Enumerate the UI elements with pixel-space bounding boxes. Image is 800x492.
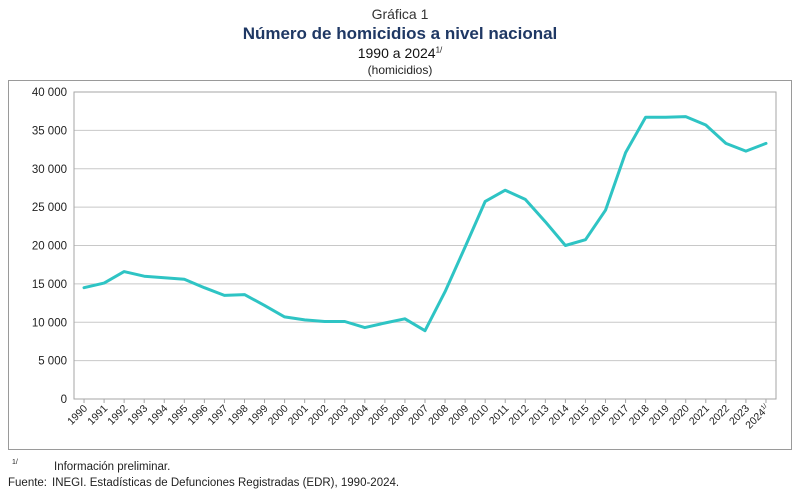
line-chart: 0 5 000 10 000 15 000 20 000 25 000 30 000 35 0…	[32, 87, 777, 431]
source-text: INEGI. Estadísticas de Defunciones Regis…	[52, 477, 400, 489]
chart-unit: (homicidios)	[367, 63, 433, 77]
x-tick-label: 1997	[206, 403, 231, 428]
x-tick-label: 1993	[125, 403, 150, 428]
y-tick-label: 5 000	[38, 356, 67, 368]
x-tick-label: 1995	[165, 403, 190, 428]
x-tick-label: 2016	[587, 403, 612, 428]
x-tick-label: 1992	[105, 403, 130, 428]
y-tick-label: 30 000	[32, 164, 67, 176]
series-line	[82, 115, 768, 333]
x-tick-label: 2014	[547, 403, 572, 428]
x-tick-label: 2005	[366, 403, 391, 428]
y-tick-label: 40 000	[32, 87, 67, 99]
chart-subtitle: 1990 a 20241/	[0, 45, 800, 61]
chart-title: Número de homicidios a nivel nacional	[242, 24, 558, 43]
x-tick-label: 2021	[687, 403, 712, 428]
y-tick-label: 15 000	[32, 279, 67, 291]
year-range: 1990 a 2024	[357, 45, 436, 61]
x-tick-label: 2002	[306, 403, 331, 428]
x-tick-label: 1994	[145, 403, 170, 428]
chart-frame	[8, 80, 792, 450]
x-tick-label: 2010	[466, 403, 491, 428]
x-tick-label: 2015	[567, 403, 592, 428]
y-tick-label: 25 000	[32, 202, 67, 214]
x-tick-label: 2012	[506, 403, 531, 428]
x-tick-label: 2003	[326, 403, 351, 428]
x-tick-label: 1991	[85, 403, 110, 428]
x-tick-label: 2001	[286, 403, 311, 428]
x-tick-label: 1998	[226, 403, 251, 428]
x-tick-footnote-mark: 1/	[760, 402, 769, 411]
x-tick-label: 2018	[627, 403, 652, 428]
footnote-text: Información preliminar.	[54, 461, 171, 473]
x-tick-label: 1999	[246, 403, 271, 428]
x-tick-label: 2013	[526, 403, 551, 428]
y-tick-label: 20 000	[32, 241, 67, 253]
y-tick-label: 0	[61, 394, 67, 406]
x-tick-label: 2008	[426, 403, 451, 428]
y-tick-label: 35 000	[32, 125, 67, 137]
x-tick-label: 2022	[707, 403, 732, 428]
source-label: Fuente:	[8, 477, 47, 489]
x-tick-label: 2017	[607, 403, 632, 428]
x-tick-label: 2000	[266, 403, 291, 428]
y-tick-label: 10 000	[32, 317, 67, 329]
x-tick-label: 2004	[346, 403, 371, 428]
chart-label: Gráfica 1	[371, 6, 429, 22]
range-footnote-mark: 1/	[435, 45, 443, 55]
x-tick-label: 1996	[185, 403, 210, 428]
x-tick-label: 2009	[446, 403, 471, 428]
x-tick-label: 2007	[406, 403, 431, 428]
x-tick-label: 2006	[386, 403, 411, 428]
footnote-mark: 1/	[12, 459, 18, 466]
x-tick-label: 2020	[667, 403, 692, 428]
x-tick-label: 2011	[487, 403, 512, 428]
x-tick-label: 2019	[647, 403, 672, 428]
x-tick-label: 1990	[65, 403, 90, 428]
